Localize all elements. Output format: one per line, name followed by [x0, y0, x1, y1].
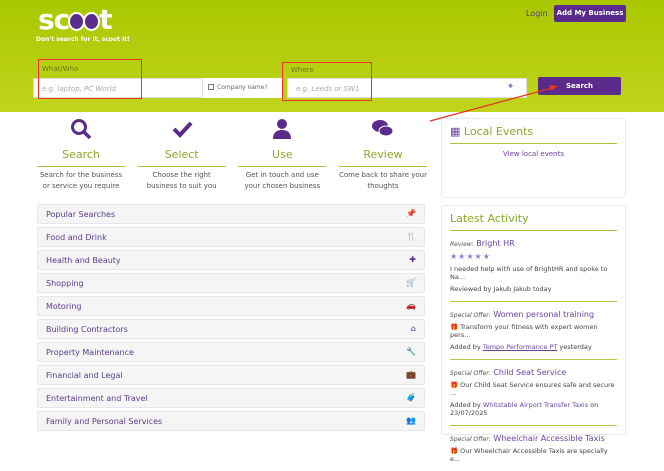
- category-label: Family and Personal Services: [46, 417, 163, 426]
- category-item[interactable]: Family and Personal Services 👥: [37, 411, 425, 431]
- suitcase-icon: 🧳: [406, 393, 416, 402]
- category-label: Health and Beauty: [46, 256, 121, 265]
- scoot-logo[interactable]: sc t: [38, 3, 113, 36]
- added-by-label: Added by: [450, 401, 481, 409]
- step-review: Review Come back to share your thoughts: [338, 118, 427, 192]
- activity-text: Our Wheelchair Accessible Taxis are spec…: [450, 447, 608, 463]
- wrench-icon: 🔧: [406, 347, 416, 356]
- category-label: Motoring: [46, 302, 82, 311]
- rating-stars: ★★★★★: [450, 252, 491, 261]
- tagline: Don't search for it, scoot it!: [36, 36, 130, 43]
- activity-item: Review: Bright HR ★★★★★ I needed help wi…: [450, 231, 617, 302]
- activity-date: yesterday: [559, 343, 592, 351]
- annotation-box-what: [38, 59, 142, 99]
- step-use: Use Get in touch and use your chosen bus…: [238, 118, 327, 192]
- category-label: Food and Drink: [46, 233, 107, 242]
- pin-icon: 📌: [406, 209, 416, 218]
- activity-item: Special Offer: Women personal training 🎁…: [450, 302, 617, 360]
- activity-title-link[interactable]: Women personal training: [493, 310, 595, 319]
- header: sc t Don't search for it, scoot it! Login…: [0, 0, 664, 112]
- user-icon: [238, 118, 326, 144]
- what-label: What/Who: [42, 65, 79, 73]
- where-label: Where: [291, 66, 314, 74]
- activity-title-link[interactable]: Wheelchair Accessible Taxis: [493, 434, 605, 443]
- how-it-works: Search Search for the business or servic…: [37, 118, 427, 192]
- cart-icon: 🛒: [406, 278, 416, 287]
- activity-type: Special Offer:: [450, 436, 491, 443]
- step-title: Search: [37, 148, 125, 167]
- search-icon: [37, 118, 125, 144]
- comments-icon: [339, 118, 427, 144]
- category-item[interactable]: Financial and Legal 💼: [37, 365, 425, 385]
- activity-type: Special Offer:: [450, 370, 491, 377]
- category-item[interactable]: Health and Beauty ✚: [37, 250, 425, 270]
- gift-icon: 🎁: [450, 323, 459, 331]
- category-item[interactable]: Motoring 🚗: [37, 296, 425, 316]
- car-icon: 🚗: [406, 301, 416, 310]
- activity-date: on 23/07/2025: [450, 401, 599, 417]
- checkbox-icon[interactable]: [208, 84, 214, 90]
- step-select: Select Choose the right business to suit…: [137, 118, 226, 192]
- medkit-icon: ✚: [409, 255, 416, 264]
- briefcase-icon: 💼: [406, 370, 416, 379]
- category-item[interactable]: Shopping 🛒: [37, 273, 425, 293]
- category-label: Popular Searches: [46, 210, 116, 219]
- gift-icon: 🎁: [450, 447, 459, 455]
- local-events-title: ▦ Local Events: [450, 119, 617, 144]
- step-desc: Come back to share your thoughts: [338, 171, 427, 190]
- activity-item: Special Offer: Wheelchair Accessible Tax…: [450, 426, 617, 471]
- activity-footer: Reviewed by Jakub Jakub today: [450, 285, 552, 293]
- category-item[interactable]: Property Maintenance 🔧: [37, 342, 425, 362]
- cutlery-icon: 🍴: [406, 232, 416, 241]
- login-link[interactable]: Login: [526, 9, 548, 18]
- step-title: Select: [137, 148, 226, 167]
- company-name-checkbox[interactable]: Company name?: [202, 78, 282, 98]
- business-link[interactable]: Whitstable Airport Transfer Taxis: [482, 401, 589, 409]
- local-events-panel: ▦ Local Events View local events: [441, 118, 626, 198]
- company-label: Company name?: [217, 84, 268, 91]
- activity-item: Special Offer: Child Seat Service 🎁 Our …: [450, 360, 617, 426]
- category-label: Shopping: [46, 279, 84, 288]
- home-icon: ⌂: [410, 324, 416, 333]
- step-title: Use: [238, 148, 327, 167]
- activity-text: I needed help with use of BrightHR and s…: [450, 265, 608, 281]
- category-item[interactable]: Food and Drink 🍴: [37, 227, 425, 247]
- step-desc: Search for the business or service you r…: [39, 171, 123, 190]
- gift-icon: 🎁: [450, 381, 459, 389]
- category-label: Entertainment and Travel: [46, 394, 148, 403]
- where-input[interactable]: e.g. Leeds or SW1: [287, 78, 527, 98]
- step-desc: Choose the right business to suit you: [146, 171, 217, 190]
- business-link[interactable]: Tempo Performance PT: [482, 343, 558, 351]
- added-by-label: Added by: [450, 343, 481, 351]
- location-crosshair-icon[interactable]: ⌖: [508, 82, 514, 92]
- users-icon: 👥: [406, 416, 416, 425]
- activity-type: Special Offer:: [450, 312, 491, 319]
- local-events-heading: Local Events: [463, 125, 534, 138]
- activity-type: Review:: [450, 241, 474, 248]
- activity-title-link[interactable]: Child Seat Service: [493, 368, 567, 377]
- activity-text: Transform your fitness with expert women…: [450, 323, 598, 339]
- activity-text: Our Child Seat Service ensures safe and …: [450, 381, 615, 397]
- step-title: Review: [338, 148, 427, 167]
- category-item[interactable]: Building Contractors ⌂: [37, 319, 425, 339]
- category-label: Building Contractors: [46, 325, 128, 334]
- category-item[interactable]: Popular Searches 📌: [37, 204, 425, 224]
- annotation-box-where: [282, 62, 372, 101]
- step-desc: Get in touch and use your chosen busines…: [244, 171, 321, 190]
- category-label: Property Maintenance: [46, 348, 134, 357]
- activity-title-link[interactable]: Bright HR: [476, 239, 515, 248]
- latest-activity-title: Latest Activity: [450, 206, 617, 231]
- search-button[interactable]: Search: [538, 77, 621, 95]
- calendar-icon: ▦: [450, 125, 461, 138]
- category-item[interactable]: Entertainment and Travel 🧳: [37, 388, 425, 408]
- step-search: Search Search for the business or servic…: [37, 118, 125, 192]
- latest-activity-panel: Latest Activity Review: Bright HR ★★★★★ …: [441, 205, 626, 463]
- annotation-arrow: [429, 85, 558, 122]
- check-icon: [138, 118, 226, 144]
- view-local-events-link[interactable]: View local events: [503, 150, 564, 158]
- add-business-button[interactable]: Add My Business: [554, 5, 626, 22]
- category-label: Financial and Legal: [46, 371, 123, 380]
